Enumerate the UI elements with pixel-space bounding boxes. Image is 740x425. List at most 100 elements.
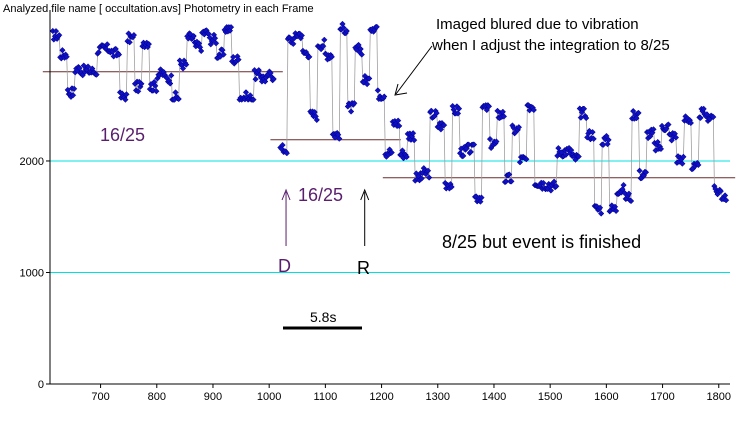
data-point [63, 53, 70, 60]
data-point [515, 124, 523, 131]
data-point [605, 136, 612, 144]
data-point [672, 134, 680, 141]
data-point [130, 31, 138, 39]
data-point [679, 160, 686, 167]
data-point [428, 107, 435, 114]
data-point [211, 35, 219, 42]
annotation-arrows [281, 45, 433, 330]
data-point [448, 183, 455, 191]
data-point [343, 27, 350, 35]
data-point [52, 27, 60, 35]
data-point [630, 107, 637, 115]
data-point [262, 78, 269, 85]
data-point [597, 210, 605, 217]
data-point [455, 105, 463, 112]
x-tick-label: 1300 [426, 391, 450, 403]
data-point [76, 64, 83, 72]
data-point [695, 161, 702, 169]
data-point [500, 113, 508, 120]
data-point [590, 135, 597, 142]
data-point [540, 179, 547, 187]
data-point [580, 105, 588, 112]
data-point [596, 204, 604, 211]
data-point [409, 130, 417, 137]
data-point [454, 110, 462, 117]
data-point [722, 197, 730, 204]
data-point [627, 197, 635, 205]
data-point [321, 36, 328, 43]
data-point [649, 129, 656, 136]
data-point [69, 92, 77, 99]
data-point [255, 67, 262, 74]
data-point [283, 150, 290, 157]
data-point [152, 82, 159, 89]
data-point [250, 96, 257, 103]
arrow-R-head [360, 188, 370, 201]
data-point [235, 56, 242, 63]
data-point [530, 106, 537, 114]
data-point [657, 145, 665, 153]
arrow-D-head [281, 188, 291, 201]
data-point [425, 174, 433, 181]
data-point [190, 32, 197, 40]
data-point [336, 135, 343, 142]
data-point [642, 169, 650, 176]
data-point [403, 153, 410, 161]
data-point [620, 181, 627, 189]
data-point [122, 96, 129, 103]
data-point [126, 39, 133, 46]
data-point [654, 138, 661, 146]
data-point [583, 114, 590, 122]
data-point [84, 63, 92, 70]
data-point [625, 190, 633, 197]
data-point [198, 47, 205, 55]
data-point [183, 61, 190, 68]
data-point [328, 53, 335, 60]
data-point [477, 198, 484, 205]
data-point [394, 117, 402, 124]
x-tick-label: 1600 [594, 391, 618, 403]
data-point [381, 93, 388, 100]
data-point [516, 159, 524, 166]
data-point [347, 108, 355, 115]
data-point [523, 156, 530, 163]
data-point [411, 137, 418, 144]
y-tick-label: 1000 [20, 267, 44, 279]
data-point [467, 148, 474, 156]
data-point [153, 88, 160, 95]
data-point [298, 32, 305, 39]
data-point [687, 119, 695, 127]
data-point [577, 114, 584, 121]
integration-label-16-25-mid: 16/25 [298, 185, 344, 205]
data-point [424, 167, 432, 174]
data-point [486, 135, 494, 143]
data-point [700, 105, 707, 113]
data-point [650, 126, 657, 133]
data-point [493, 138, 500, 145]
x-tick-label: 1400 [482, 391, 506, 403]
data-point [212, 40, 220, 47]
data-point [612, 207, 620, 215]
data-point [355, 41, 362, 49]
data-point [366, 75, 373, 82]
data-point [351, 100, 358, 107]
data-point [220, 51, 227, 58]
scale-bar-label: 5.8s [310, 309, 337, 325]
data-point [340, 24, 347, 31]
data-point [270, 75, 277, 83]
y-tick-label: 2000 [20, 156, 44, 168]
x-tick-label: 1500 [538, 391, 562, 403]
tick-labels: 700 800 900 1000 1100 1200 1300 1400 1500 1600 170… [20, 156, 731, 403]
data-point [115, 51, 123, 58]
vibration-note-line1: Imaged blured due to vibration [436, 16, 639, 33]
data-point [145, 40, 153, 48]
data-point [485, 103, 493, 110]
data-point [478, 194, 485, 201]
data-point [290, 40, 297, 48]
data-point [584, 134, 591, 141]
data-point [506, 171, 513, 178]
data-point [179, 65, 187, 72]
vibration-pointer-line [395, 45, 433, 95]
data-point [550, 178, 558, 185]
